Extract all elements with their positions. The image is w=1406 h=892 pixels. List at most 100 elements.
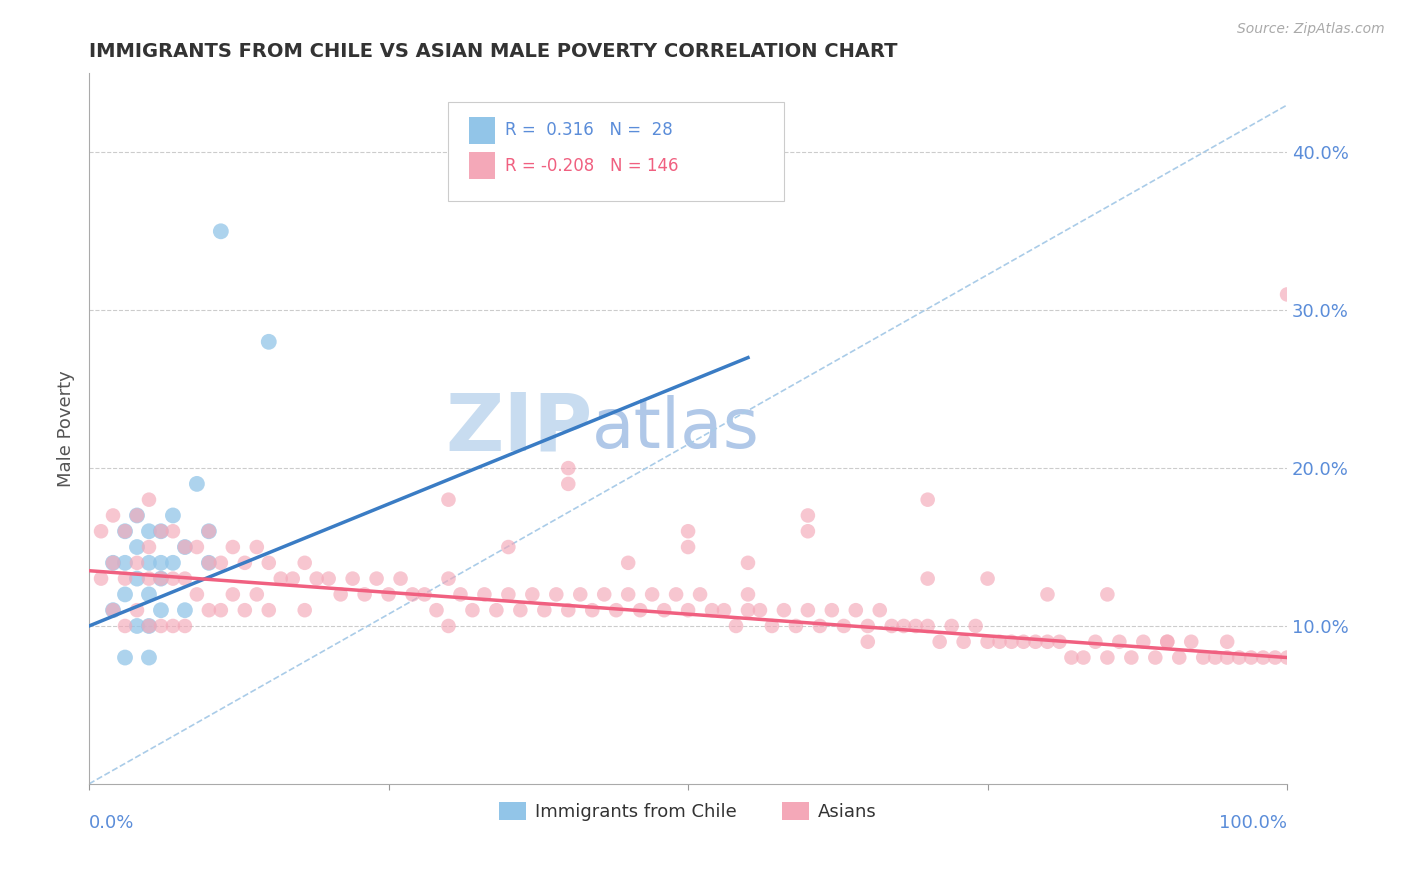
Point (149, 619, 172, 633)
Point (138, 572, 160, 586)
Point (737, 587, 759, 601)
Point (988, 634, 1011, 648)
Point (233, 603, 256, 617)
Point (437, 572, 460, 586)
Point (377, 587, 399, 601)
Point (797, 524, 820, 539)
Point (329, 587, 352, 601)
Point (114, 619, 136, 633)
Point (149, 572, 172, 586)
Point (628, 603, 651, 617)
Point (676, 540, 699, 554)
Point (198, 556, 221, 570)
Point (976, 634, 998, 648)
Text: ZIP: ZIP (444, 390, 592, 467)
Point (1084, 634, 1107, 648)
Point (138, 524, 160, 539)
Point (294, 603, 316, 617)
Point (198, 524, 221, 539)
Point (125, 556, 148, 570)
Point (138, 492, 160, 507)
Point (557, 461, 579, 475)
Point (1156, 634, 1178, 648)
Point (737, 556, 759, 570)
Point (90, 524, 112, 539)
Point (162, 524, 184, 539)
Text: 0.0%: 0.0% (89, 814, 135, 832)
Point (1144, 650, 1167, 665)
Point (125, 508, 148, 523)
Point (149, 556, 172, 570)
Point (676, 524, 699, 539)
Point (557, 476, 579, 491)
Point (917, 619, 939, 633)
Point (856, 619, 879, 633)
Point (941, 619, 963, 633)
Point (605, 603, 627, 617)
Text: IMMIGRANTS FROM CHILE VS ASIAN MALE POVERTY CORRELATION CHART: IMMIGRANTS FROM CHILE VS ASIAN MALE POVE… (89, 42, 897, 61)
Point (845, 603, 868, 617)
Text: R =  0.316   N =  28: R = 0.316 N = 28 (505, 121, 672, 139)
Point (773, 603, 796, 617)
Point (797, 603, 820, 617)
Point (342, 572, 364, 586)
Point (162, 619, 184, 633)
Point (174, 619, 197, 633)
Point (101, 556, 124, 570)
Point (198, 603, 221, 617)
Point (689, 587, 711, 601)
Point (917, 492, 939, 507)
Point (880, 619, 903, 633)
Text: Source: ZipAtlas.com: Source: ZipAtlas.com (1237, 22, 1385, 37)
Point (724, 619, 747, 633)
Point (353, 587, 375, 601)
Point (294, 556, 316, 570)
Point (1264, 650, 1286, 665)
Point (1049, 634, 1071, 648)
Point (198, 556, 221, 570)
Point (1073, 650, 1095, 665)
Point (90, 572, 112, 586)
Point (222, 540, 245, 554)
Point (1012, 634, 1035, 648)
Point (1251, 650, 1274, 665)
Point (1204, 650, 1226, 665)
Point (138, 540, 160, 554)
Point (138, 650, 160, 665)
Point (917, 572, 939, 586)
Point (474, 587, 496, 601)
Point (101, 508, 124, 523)
Point (557, 603, 579, 617)
Point (449, 587, 471, 601)
Point (1227, 650, 1250, 665)
Point (1036, 634, 1059, 648)
Point (832, 619, 855, 633)
Point (138, 619, 160, 633)
Point (893, 619, 915, 633)
Point (186, 587, 208, 601)
Point (1156, 634, 1178, 648)
Point (174, 540, 197, 554)
Point (318, 572, 340, 586)
Point (186, 540, 208, 554)
Point (737, 603, 759, 617)
Point (125, 603, 148, 617)
Point (1192, 650, 1215, 665)
Point (401, 587, 423, 601)
Point (976, 572, 998, 586)
Point (149, 572, 172, 586)
Point (821, 603, 844, 617)
Text: 100.0%: 100.0% (1219, 814, 1286, 832)
Point (461, 603, 484, 617)
Point (281, 572, 304, 586)
Point (928, 634, 950, 648)
Point (246, 587, 269, 601)
Point (1000, 634, 1022, 648)
Point (125, 619, 148, 633)
Point (114, 524, 136, 539)
Point (665, 587, 688, 601)
Point (1216, 634, 1239, 648)
Point (209, 603, 232, 617)
Point (162, 556, 184, 570)
Point (270, 572, 292, 586)
